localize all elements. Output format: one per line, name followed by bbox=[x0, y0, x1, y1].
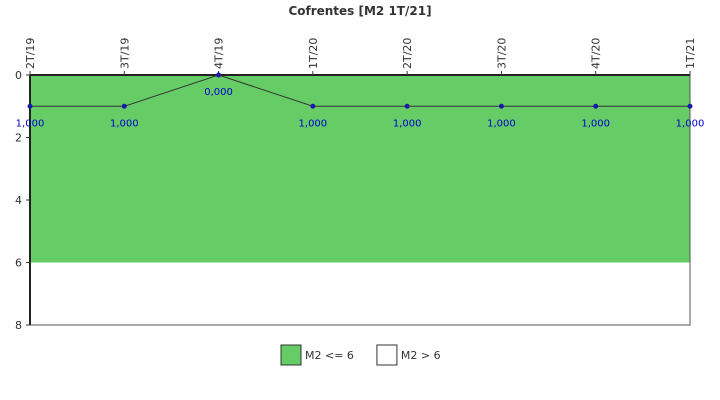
band bbox=[30, 75, 690, 263]
x-tick-label: 1T/20 bbox=[307, 38, 320, 69]
data-line bbox=[30, 74, 690, 107]
value-label: 1,000 bbox=[676, 118, 705, 129]
data-point bbox=[310, 103, 316, 109]
value-label: 1,000 bbox=[393, 118, 422, 129]
band bbox=[30, 262, 690, 325]
chart-title: Cofrentes [M2 1T/21] bbox=[288, 4, 431, 18]
data-point bbox=[593, 103, 599, 109]
value-label: 1,000 bbox=[110, 118, 139, 129]
x-tick-label: 3T/20 bbox=[495, 38, 508, 69]
data-point bbox=[687, 103, 693, 109]
data-point bbox=[216, 72, 222, 78]
value-label: 0,000 bbox=[204, 87, 233, 98]
x-tick-label: 2T/19 bbox=[24, 38, 37, 69]
legend-label: M2 <= 6 bbox=[305, 349, 354, 362]
value-label: 1,000 bbox=[299, 118, 328, 129]
x-tick-label: 4T/20 bbox=[590, 38, 603, 69]
data-point bbox=[27, 103, 33, 109]
y-tick-label: 8 bbox=[15, 319, 22, 332]
y-tick-label: 6 bbox=[15, 257, 22, 270]
legend-swatch bbox=[280, 344, 302, 366]
legend-swatch bbox=[376, 344, 398, 366]
x-tick-label: 1T/21 bbox=[684, 38, 697, 69]
data-point bbox=[498, 103, 504, 109]
data-point bbox=[404, 103, 410, 109]
y-tick-label: 0 bbox=[15, 69, 22, 82]
x-tick-label: 4T/19 bbox=[213, 38, 226, 69]
value-label: 1,000 bbox=[16, 118, 45, 129]
y-tick-label: 4 bbox=[15, 194, 22, 207]
x-tick-label: 3T/19 bbox=[118, 38, 131, 69]
value-label: 1,000 bbox=[487, 118, 516, 129]
y-tick-label: 2 bbox=[15, 132, 22, 145]
legend-label: M2 > 6 bbox=[401, 349, 441, 362]
value-label: 1,000 bbox=[581, 118, 610, 129]
x-tick-label: 2T/20 bbox=[401, 38, 414, 69]
data-point bbox=[121, 103, 127, 109]
